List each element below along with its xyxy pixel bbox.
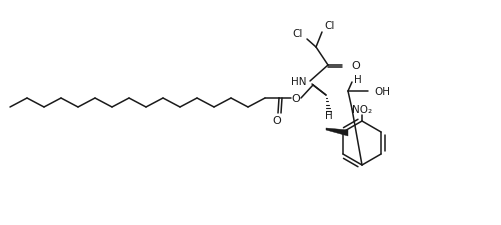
Text: O: O bbox=[292, 94, 301, 104]
Text: Cl: Cl bbox=[325, 21, 335, 31]
Text: H: H bbox=[354, 75, 362, 85]
Text: O: O bbox=[273, 115, 282, 126]
Text: H: H bbox=[325, 110, 333, 120]
Text: Cl: Cl bbox=[293, 29, 303, 39]
Text: HN: HN bbox=[292, 77, 307, 87]
Text: O: O bbox=[351, 61, 360, 71]
Text: NO₂: NO₂ bbox=[352, 105, 372, 115]
Polygon shape bbox=[326, 128, 348, 136]
Text: OH: OH bbox=[374, 87, 390, 97]
